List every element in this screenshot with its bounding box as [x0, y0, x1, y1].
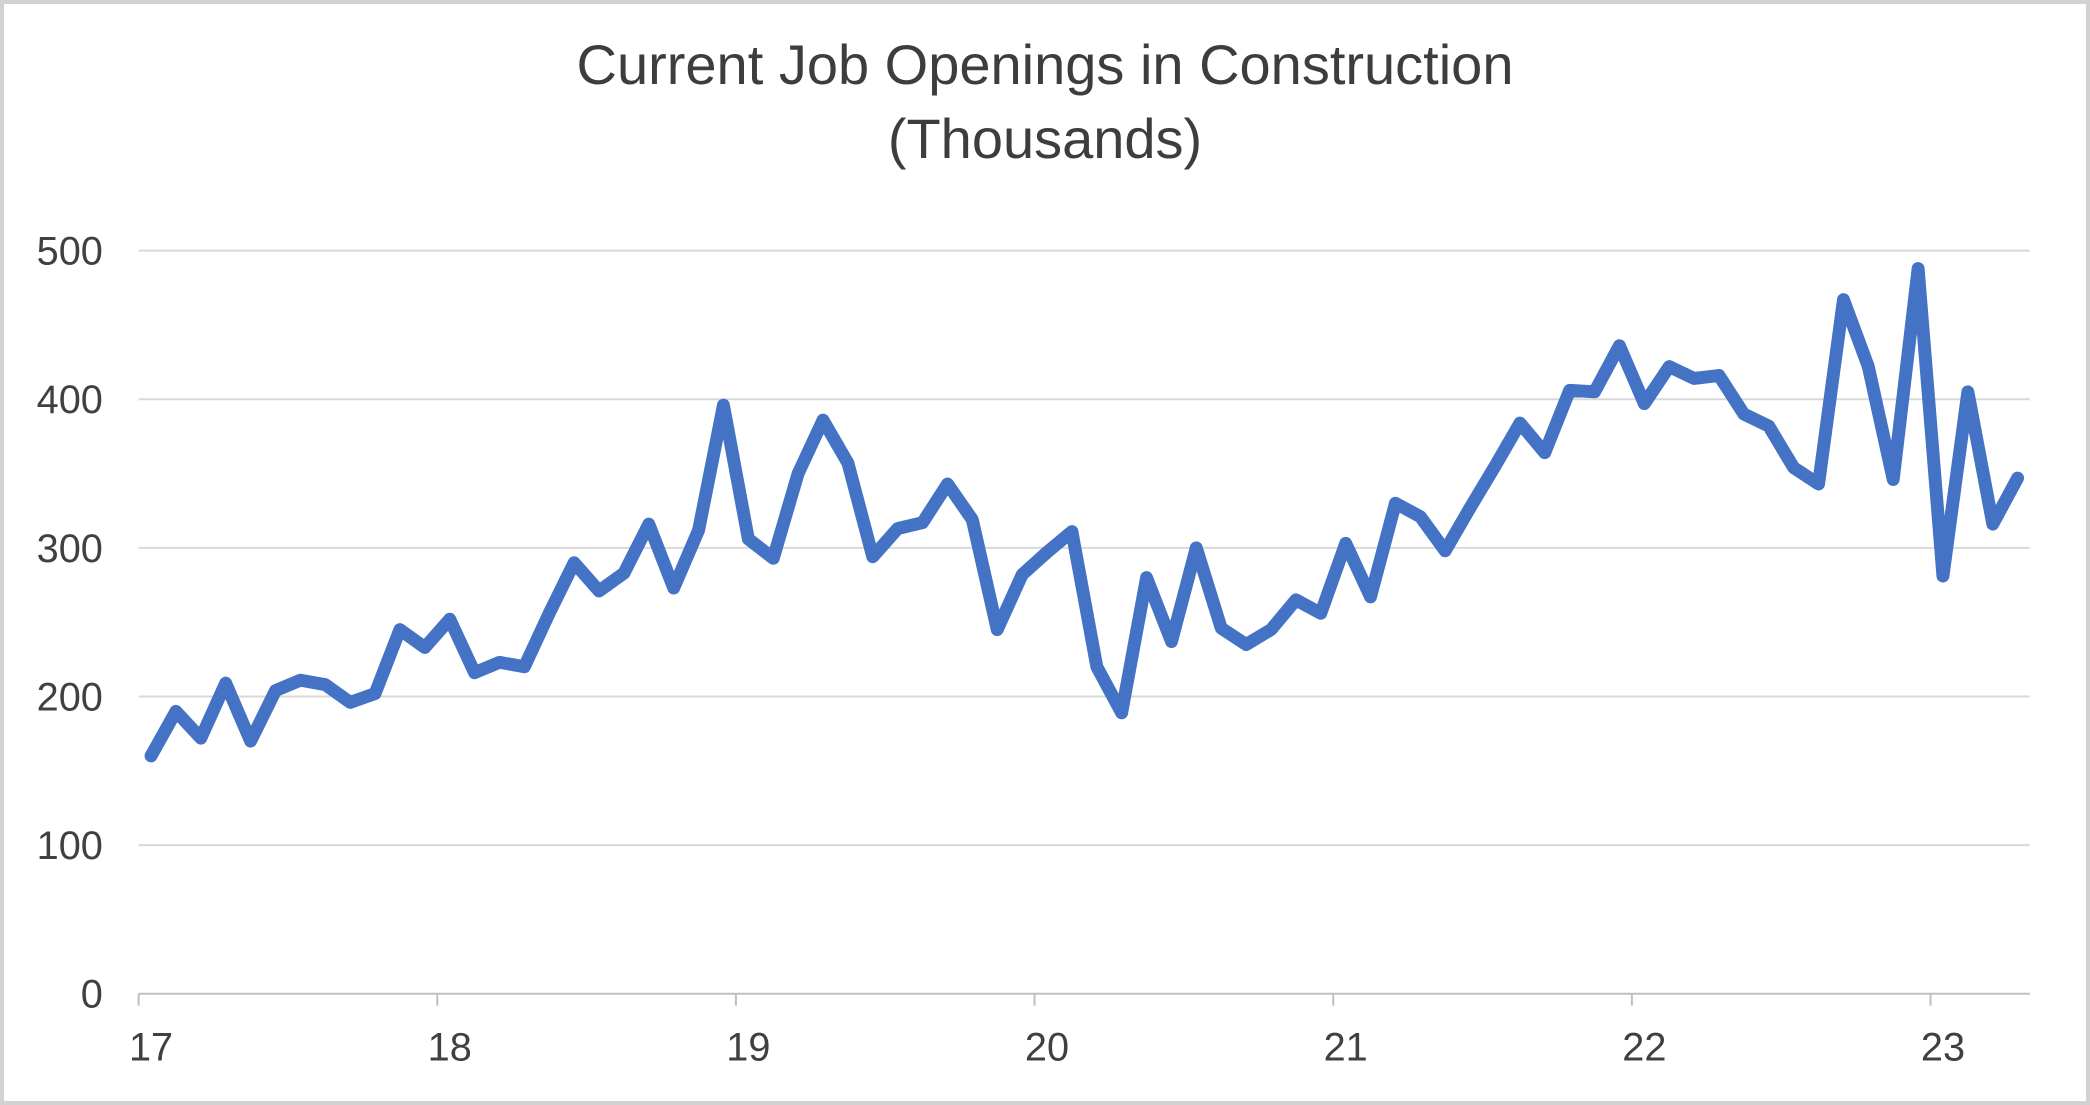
x-tick-label: 17: [129, 1025, 173, 1069]
y-tick-label: 100: [37, 824, 103, 868]
chart-svg: 0 100 200 300 400 500 17 18 19 20 21 22 23: [37, 230, 2030, 1069]
series-line: [144, 262, 2025, 763]
x-tick-label: 22: [1622, 1025, 1666, 1069]
y-axis-labels: 0 100 200 300 400 500: [37, 230, 103, 1017]
x-axis: [137, 992, 2030, 1006]
y-tick-label: 400: [37, 378, 103, 422]
y-tick-label: 200: [37, 675, 103, 719]
x-tick-label: 21: [1324, 1025, 1368, 1069]
chart-title-line1: Current Job Openings in Construction: [576, 33, 1514, 96]
x-tick-label: 20: [1025, 1025, 1069, 1069]
x-axis-labels: 17 18 19 20 21 22 23: [129, 1025, 1965, 1069]
x-tick-label: 18: [428, 1025, 472, 1069]
series-group: [144, 262, 2025, 763]
x-tick-label: 23: [1921, 1025, 1965, 1069]
chart-title: Current Job Openings in Construction (Th…: [4, 28, 2086, 176]
chart-title-line2: (Thousands): [887, 107, 1203, 170]
y-tick-label: 500: [37, 230, 103, 274]
gridlines: [138, 249, 2030, 847]
y-tick-label: 300: [37, 527, 103, 571]
y-tick-label: 0: [81, 973, 103, 1017]
x-tick-label: 19: [726, 1025, 770, 1069]
